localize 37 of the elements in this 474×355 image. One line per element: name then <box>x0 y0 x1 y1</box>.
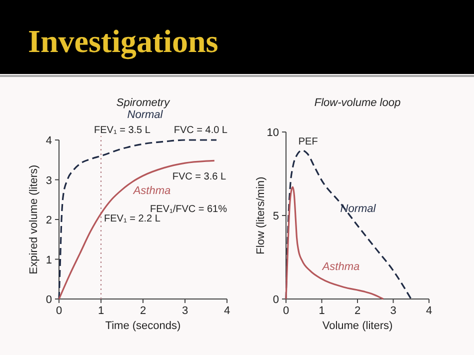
x-tick-label: 1 <box>98 305 104 317</box>
chart-title: Flow-volume loop <box>314 97 401 109</box>
annotation: FVC = 4.0 L <box>174 125 228 136</box>
series-label: Asthma <box>132 185 171 197</box>
y-axis-title: Expired volume (liters) <box>28 164 40 274</box>
y-tick-label: 0 <box>46 294 52 306</box>
series-label: Normal <box>340 203 376 215</box>
y-tick-label: 3 <box>46 174 52 187</box>
y-tick-label: 1 <box>46 254 52 266</box>
y-tick-label: 10 <box>266 127 279 139</box>
line-series <box>285 150 412 300</box>
annotation: FEV₁ = 3.5 L <box>94 124 151 136</box>
annotation: FEV₁/FVC = 61% <box>150 204 228 215</box>
x-tick-label: 4 <box>224 305 230 317</box>
y-tick-label: 4 <box>46 135 52 147</box>
y-tick-label: 2 <box>46 214 52 226</box>
annotation: PEF <box>298 136 318 148</box>
annotation: FVC = 3.6 L <box>172 172 226 183</box>
x-tick-label: 2 <box>354 305 361 317</box>
x-tick-label: 0 <box>282 305 290 317</box>
x-tick-label: 0 <box>56 305 62 317</box>
x-tick-label: 3 <box>182 305 188 317</box>
x-axis-title: Volume (liters) <box>322 320 393 332</box>
y-tick-label: 0 <box>272 294 279 306</box>
y-tick-label: 5 <box>272 210 279 222</box>
text: Investigations <box>28 23 218 60</box>
annotation: FEV₁ = 2.2 L <box>104 214 161 225</box>
series-label: Asthma <box>321 261 360 273</box>
x-tick-label: 2 <box>140 305 146 317</box>
x-tick-label: 4 <box>426 305 432 317</box>
x-tick-label: 1 <box>318 305 325 317</box>
line-series <box>285 186 384 300</box>
x-tick-label: 3 <box>390 305 396 317</box>
chart-title: Spirometry <box>116 97 172 109</box>
x-axis-title: Time (seconds) <box>105 320 181 332</box>
y-axis-title: Flow (liters/min) <box>255 176 267 254</box>
series-label: Normal <box>127 109 164 121</box>
